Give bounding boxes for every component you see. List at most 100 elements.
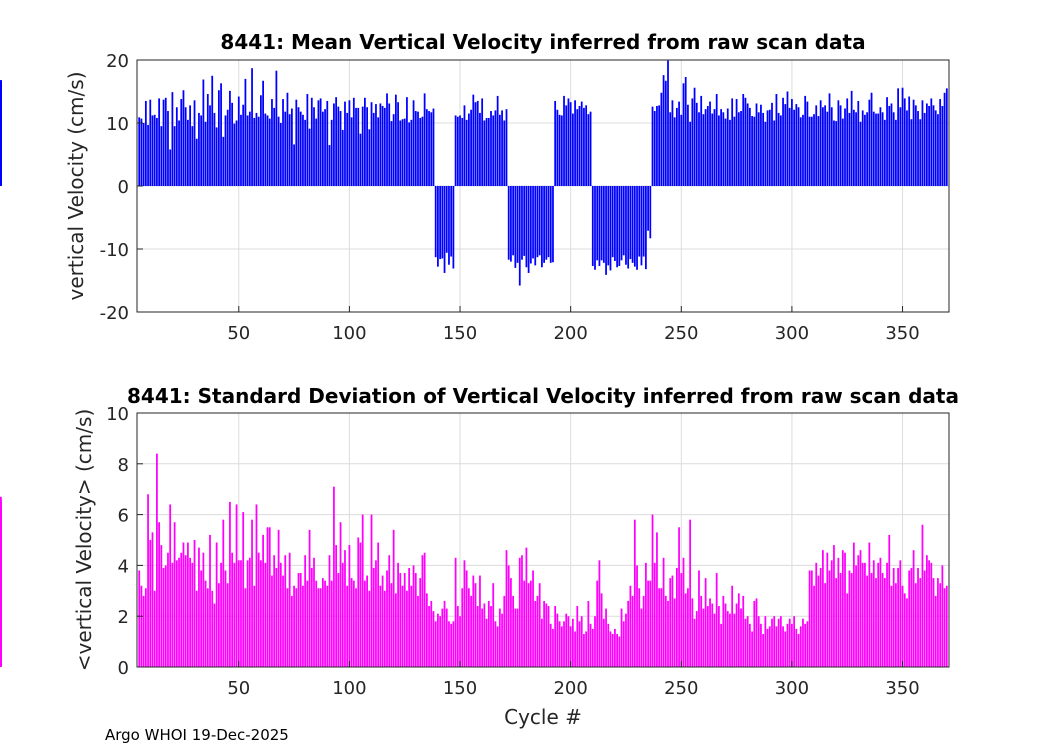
- y-tick-label: -10: [100, 240, 129, 261]
- y-tick-label: 0: [118, 658, 129, 679]
- bar: [618, 636, 621, 667]
- bar: [169, 504, 172, 667]
- bar: [479, 575, 481, 667]
- bar: [910, 119, 913, 186]
- bar: [649, 186, 652, 239]
- bar: [253, 117, 256, 186]
- bar: [664, 80, 667, 186]
- bar: [824, 583, 826, 667]
- bar: [149, 540, 152, 667]
- bar: [945, 585, 948, 667]
- bar: [459, 616, 461, 667]
- bar: [516, 608, 519, 667]
- bar: [828, 570, 831, 667]
- bar: [633, 519, 636, 667]
- bar: [333, 486, 335, 667]
- bar: [505, 550, 508, 667]
- bar: [439, 186, 442, 260]
- bar: [585, 631, 588, 667]
- bar: [804, 95, 807, 186]
- bar: [187, 542, 189, 667]
- bar: [209, 534, 211, 667]
- bar: [541, 618, 543, 667]
- bar: [762, 633, 765, 667]
- bar: [899, 560, 902, 667]
- mean-velocity-x-ticks: 50 100 150 200 250 300 350: [227, 306, 920, 344]
- x-tick-label: 300: [775, 678, 809, 699]
- bar: [841, 550, 844, 667]
- bar: [917, 567, 919, 667]
- bar: [448, 621, 450, 667]
- bar: [364, 580, 366, 667]
- bar: [917, 111, 919, 186]
- bar: [202, 79, 205, 186]
- bar: [465, 570, 468, 667]
- bar: [766, 110, 769, 186]
- bar: [235, 504, 238, 667]
- bar: [417, 111, 419, 186]
- bar: [795, 628, 798, 667]
- y-tick-label: 2: [118, 607, 129, 628]
- bar: [598, 560, 601, 667]
- bar: [689, 519, 692, 667]
- bar: [729, 119, 731, 186]
- bar: [474, 583, 477, 667]
- bar: [198, 112, 200, 186]
- bar: [450, 186, 453, 257]
- bar: [264, 562, 267, 667]
- bar: [344, 101, 346, 186]
- bar: [629, 186, 632, 260]
- bar: [467, 113, 470, 186]
- bar: [233, 123, 236, 186]
- bar: [229, 501, 231, 667]
- bar: [864, 114, 866, 186]
- bar: [178, 120, 180, 186]
- std-velocity-y-label: <vertical Velocity> (cm/s): [72, 409, 96, 672]
- bar: [786, 91, 789, 186]
- bar: [313, 107, 315, 186]
- bar: [492, 583, 495, 667]
- bar: [819, 567, 822, 667]
- bar: [556, 109, 559, 186]
- bar: [326, 100, 329, 186]
- bar: [355, 107, 357, 186]
- bar: [439, 616, 442, 667]
- bar: [437, 186, 439, 267]
- bar: [321, 111, 324, 186]
- bar: [598, 186, 601, 267]
- bar: [523, 186, 526, 256]
- mean-velocity-y-ticks: -20 -10 0 10 20: [100, 51, 143, 324]
- bar: [802, 618, 804, 667]
- bar: [726, 108, 729, 186]
- bar: [189, 105, 191, 186]
- bar: [799, 117, 802, 186]
- bar: [656, 105, 658, 186]
- bar: [742, 595, 745, 667]
- bar: [861, 110, 864, 186]
- bar: [383, 590, 386, 667]
- bar: [543, 186, 545, 263]
- bar: [406, 97, 408, 186]
- bar: [866, 575, 869, 667]
- bar: [713, 109, 716, 186]
- bar: [779, 115, 782, 186]
- bar: [421, 116, 424, 186]
- bar: [222, 136, 225, 186]
- bar: [366, 107, 368, 186]
- bar: [682, 83, 685, 186]
- bar: [534, 600, 537, 667]
- bar: [523, 580, 526, 667]
- bar: [943, 588, 946, 667]
- bar: [337, 573, 340, 667]
- bar: [844, 552, 846, 667]
- bar: [153, 114, 156, 186]
- bar: [348, 545, 351, 667]
- bar: [673, 117, 676, 186]
- bar: [330, 119, 333, 186]
- bar: [662, 75, 665, 186]
- bar: [364, 97, 366, 186]
- bar: [583, 633, 585, 667]
- x-tick-label: 350: [885, 678, 919, 699]
- bar: [817, 575, 820, 667]
- bar: [912, 99, 915, 186]
